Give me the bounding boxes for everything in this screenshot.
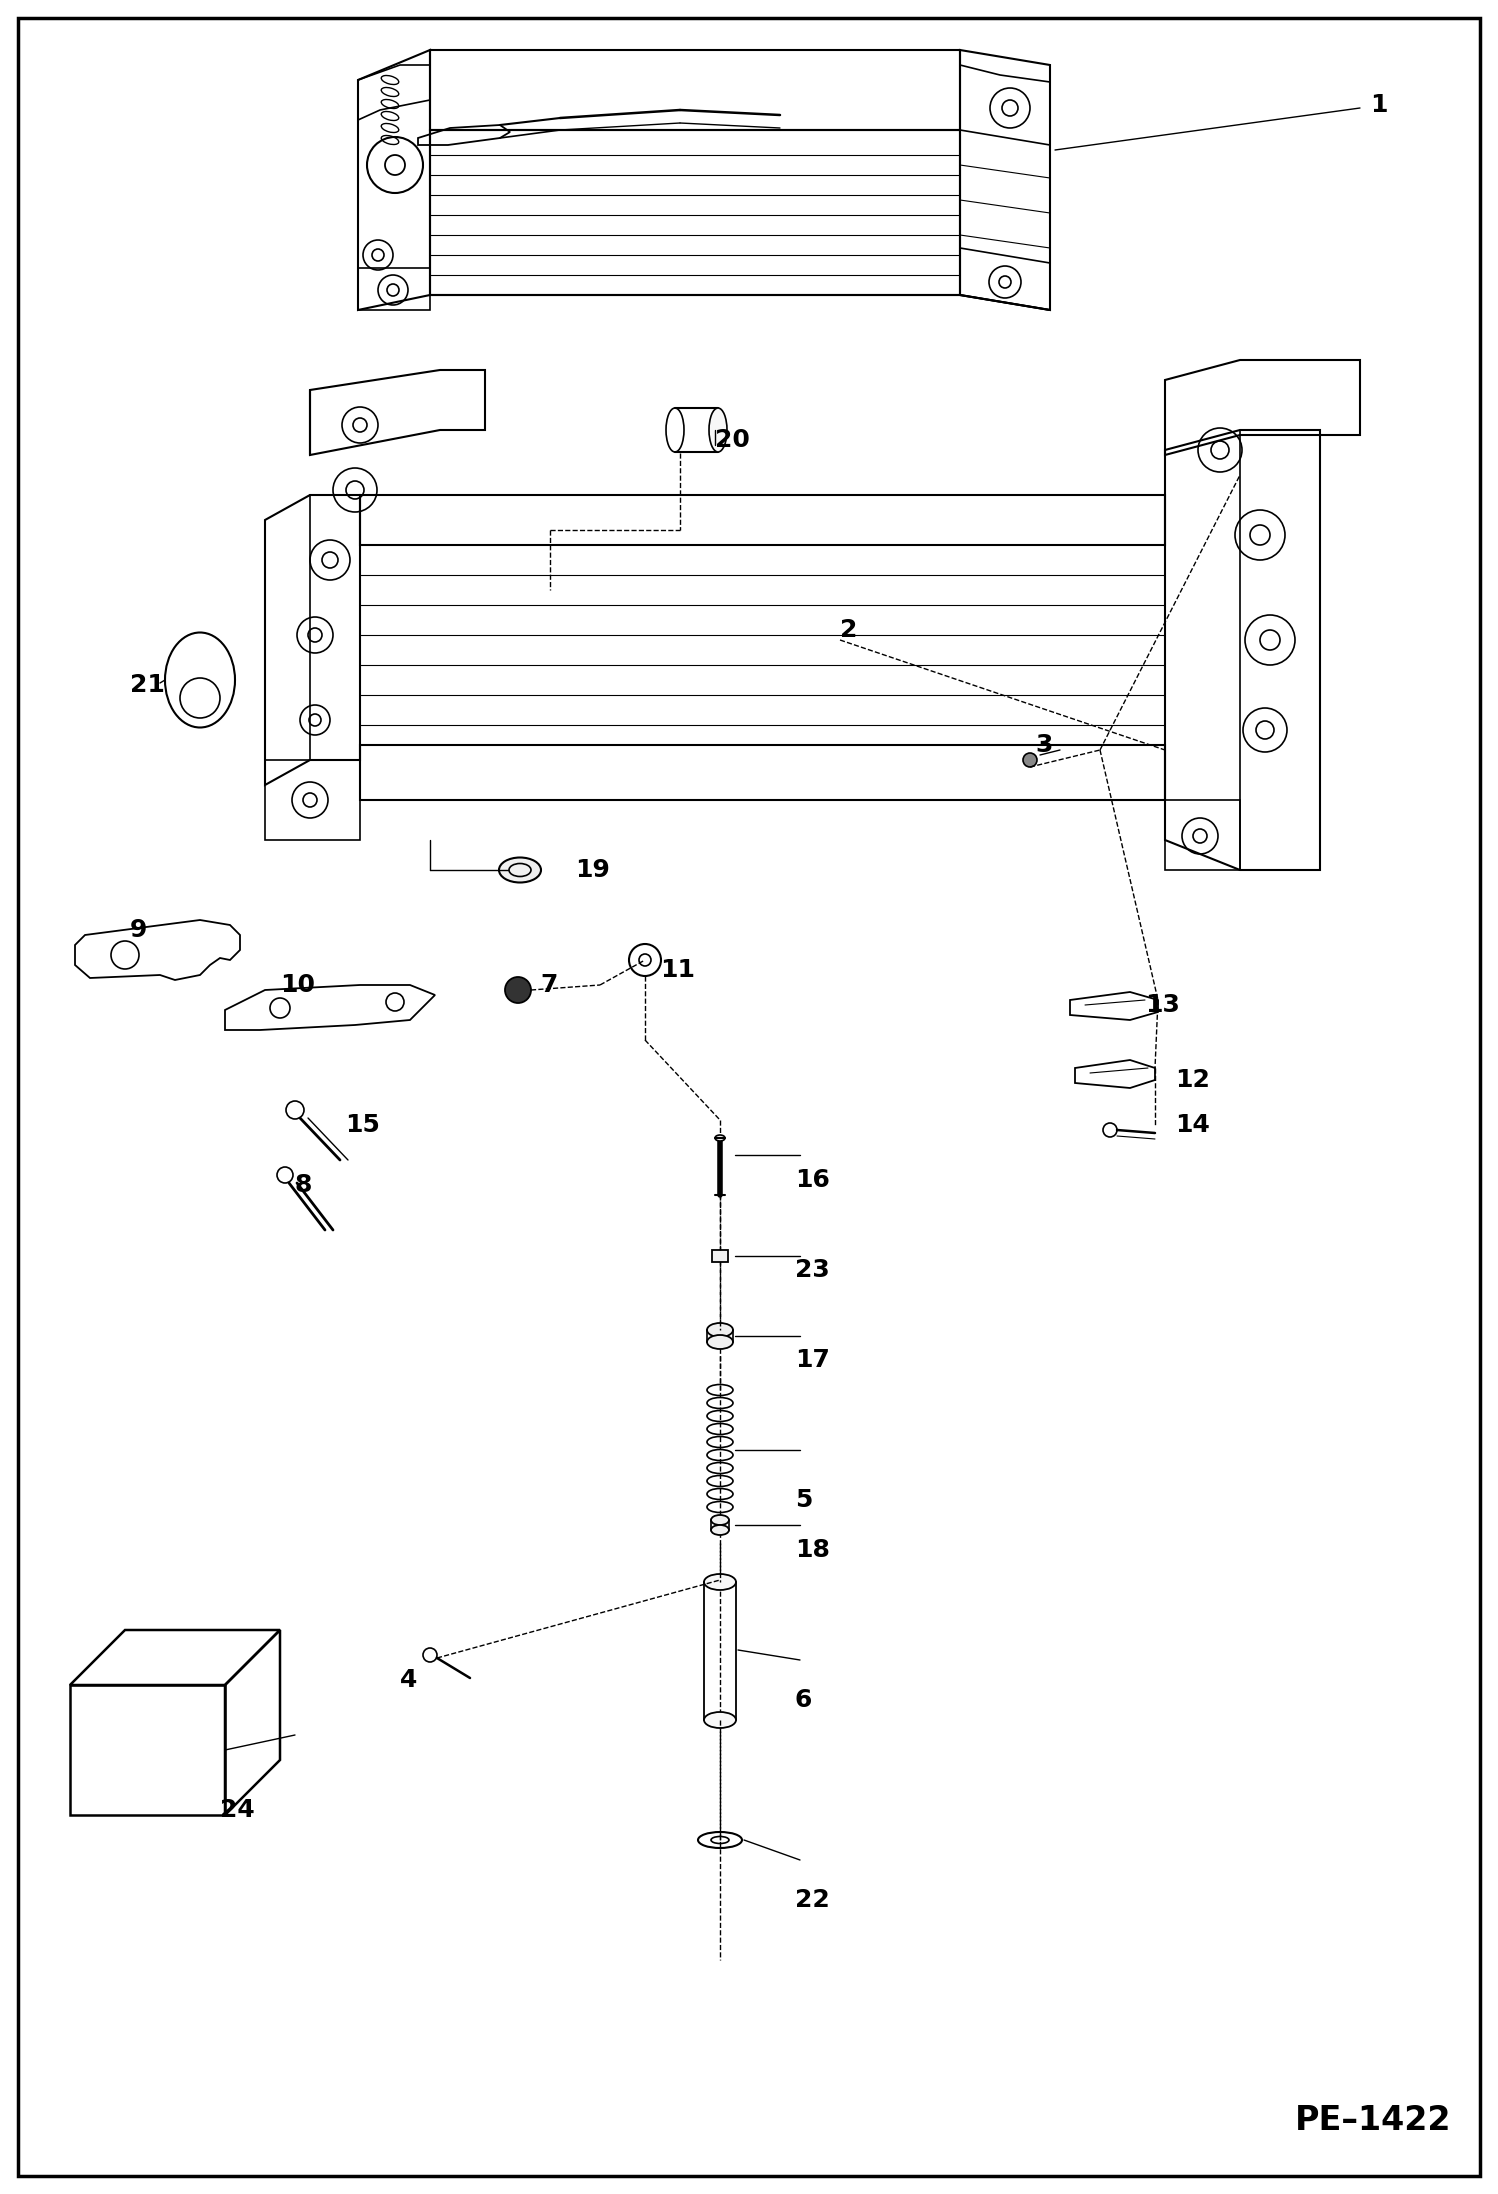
Text: 2: 2 — [840, 619, 857, 643]
Ellipse shape — [707, 1323, 733, 1336]
Text: 5: 5 — [795, 1488, 812, 1512]
Text: 12: 12 — [1174, 1068, 1210, 1093]
Text: 3: 3 — [1035, 733, 1053, 757]
Text: 14: 14 — [1174, 1112, 1210, 1136]
Ellipse shape — [704, 1711, 736, 1729]
Text: 11: 11 — [661, 959, 695, 983]
Ellipse shape — [704, 1573, 736, 1591]
Circle shape — [1023, 753, 1037, 768]
Text: 18: 18 — [795, 1538, 830, 1562]
Text: 19: 19 — [575, 858, 610, 882]
Text: 6: 6 — [795, 1687, 812, 1711]
Ellipse shape — [715, 1134, 725, 1141]
Text: 13: 13 — [1144, 994, 1180, 1018]
Ellipse shape — [499, 858, 541, 882]
Circle shape — [505, 976, 530, 1003]
Text: 10: 10 — [280, 972, 315, 996]
Text: 21: 21 — [130, 674, 165, 698]
Bar — [712, 1251, 728, 1262]
Ellipse shape — [712, 1525, 730, 1536]
Text: 16: 16 — [795, 1167, 830, 1191]
Text: 9: 9 — [130, 917, 147, 941]
Text: 23: 23 — [795, 1257, 830, 1281]
Text: 22: 22 — [795, 1889, 830, 1911]
Text: 20: 20 — [715, 428, 750, 452]
Ellipse shape — [712, 1516, 730, 1525]
Text: 7: 7 — [539, 972, 557, 996]
Text: PE–1422: PE–1422 — [1294, 2104, 1452, 2137]
Text: 4: 4 — [400, 1667, 418, 1692]
Text: 17: 17 — [795, 1347, 830, 1371]
Ellipse shape — [707, 1334, 733, 1349]
Text: 15: 15 — [345, 1112, 380, 1136]
Text: 1: 1 — [1371, 92, 1387, 116]
Text: 24: 24 — [220, 1799, 255, 1821]
Ellipse shape — [709, 408, 727, 452]
Text: 8: 8 — [295, 1174, 313, 1198]
